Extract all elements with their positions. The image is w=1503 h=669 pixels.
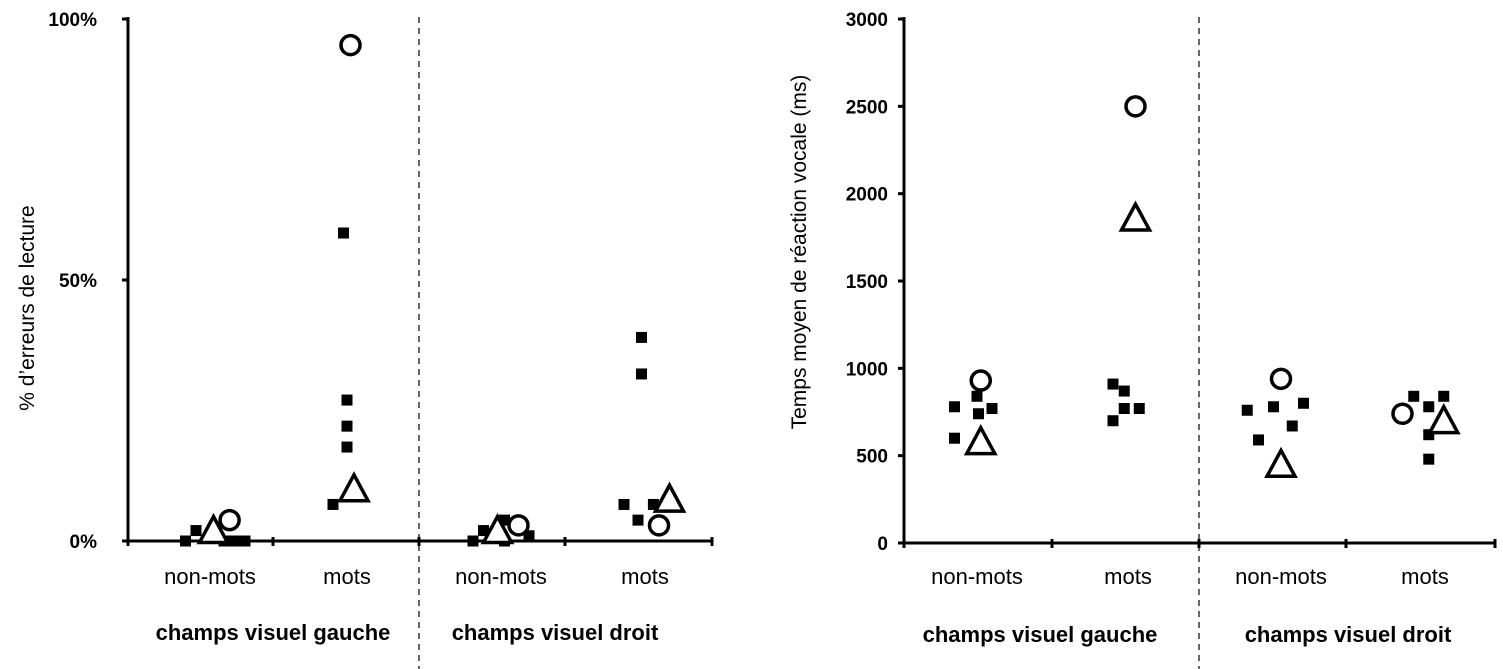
right-y-tick-label-0: 0: [877, 534, 888, 555]
left-data-point-square-22: [636, 368, 647, 380]
right-data-point-square-15: [1268, 401, 1279, 413]
right-data-point-circle-20: [1269, 367, 1293, 391]
right-category-label-2: mots: [1104, 564, 1152, 589]
left-y-tick-label-2: 100%: [48, 10, 97, 31]
left-data-point-triangle-5: [196, 512, 231, 545]
right-data-point-square-7: [1107, 378, 1119, 390]
left-data-point-square-11: [327, 498, 339, 510]
right-data-point-circle-6: [969, 369, 992, 392]
left-category-label-2: mots: [323, 564, 371, 589]
left-data-point-square-18: [523, 530, 535, 542]
left-data-point-triangle-12: [337, 471, 371, 503]
right-y-tick-label-1: 500: [856, 447, 888, 468]
right-y-tick-label-3: 1500: [846, 272, 888, 293]
left-data-point-square-16: [499, 514, 510, 526]
right-data-point-square-21: [1408, 390, 1420, 402]
right-data-point-square-3: [986, 403, 998, 415]
chart-right: 0 500 1000 1500 2000 2500 3000 non-mots mots n…: [788, 10, 1497, 669]
left-data-point-circle-27: [647, 514, 671, 537]
chart-left: 0% 50% 100% non-mots mots non-mots mots ch…: [16, 10, 714, 669]
right-data-point-square-2: [973, 408, 984, 420]
left-data-point-square-0: [180, 535, 191, 547]
right-data-point-square-23: [1438, 390, 1450, 402]
right-data-point-square-8: [1118, 385, 1130, 397]
right-data-point-square-17: [1286, 420, 1298, 432]
left-data-point-square-21: [636, 331, 647, 343]
right-data-point-triangle-12: [1118, 200, 1153, 232]
right-data-point-square-16: [1298, 397, 1309, 409]
left-data-point-square-25: [647, 498, 659, 510]
left-data-point-square-23: [618, 498, 630, 510]
right-y-tick-label-6: 3000: [846, 10, 888, 31]
right-data-point-square-9: [1118, 403, 1130, 415]
right-y-tick-label-5: 2500: [846, 97, 888, 118]
right-data-point-square-11: [1107, 415, 1119, 427]
left-data-point-square-15: [478, 525, 489, 537]
left-data-point-circle-20: [507, 514, 530, 537]
left-data-point-square-14: [467, 535, 479, 547]
right-data-point-triangle-26: [1426, 403, 1461, 435]
right-data-point-square-22: [1423, 401, 1435, 413]
right-data-point-square-10: [1133, 403, 1145, 415]
right-data-point-square-18: [1253, 434, 1264, 446]
left-y-tick-label-1: 50%: [59, 271, 97, 292]
right-data-point-triangle-5: [963, 424, 998, 456]
left-data-point-triangle-19: [480, 512, 515, 545]
left-data-point-square-10: [341, 441, 353, 453]
left-data-point-square-4: [239, 535, 251, 547]
right-y-axis-title: Temps moyen de réaction vocale (ms): [788, 75, 811, 430]
left-data-point-circle-13: [339, 33, 362, 57]
left-data-point-circle-6: [218, 508, 241, 532]
right-data-point-square-1: [971, 390, 983, 402]
right-data-point-square-0: [949, 401, 960, 413]
left-data-point-square-7: [338, 227, 349, 239]
left-category-label-4: mots: [621, 564, 669, 589]
left-data-point-triangle-26: [652, 481, 687, 513]
right-data-point-square-24: [1423, 429, 1435, 441]
left-data-point-square-3: [229, 535, 240, 547]
left-group-label-1: champs visuel gauche: [156, 620, 391, 645]
left-data-point-square-9: [341, 420, 353, 432]
left-category-label-1: non-mots: [164, 564, 256, 589]
right-data-point-square-14: [1241, 404, 1253, 416]
left-y-axis-title: % d’erreurs de lecture: [16, 205, 39, 410]
right-y-tick-label-4: 2000: [846, 185, 888, 206]
right-y-tick-label-2: 1000: [846, 359, 888, 380]
right-data-point-circle-13: [1124, 95, 1147, 118]
left-group-label-2: champs visuel droit: [452, 620, 659, 645]
right-group-label-2: champs visuel droit: [1245, 622, 1452, 647]
right-category-label-4: mots: [1401, 564, 1449, 589]
right-data-point-square-4: [949, 432, 960, 444]
right-category-label-1: non-mots: [931, 564, 1023, 589]
right-category-label-3: non-mots: [1235, 564, 1327, 589]
right-data-point-square-25: [1423, 453, 1435, 465]
left-data-point-square-8: [341, 394, 353, 406]
left-y-tick-label-0: 0%: [70, 532, 98, 553]
left-data-point-square-1: [190, 525, 202, 537]
right-group-label-1: champs visuel gauche: [923, 622, 1158, 647]
right-data-point-triangle-19: [1264, 446, 1298, 479]
left-category-label-3: non-mots: [455, 564, 547, 589]
left-data-point-square-24: [632, 514, 644, 526]
right-data-point-circle-27: [1391, 402, 1414, 425]
